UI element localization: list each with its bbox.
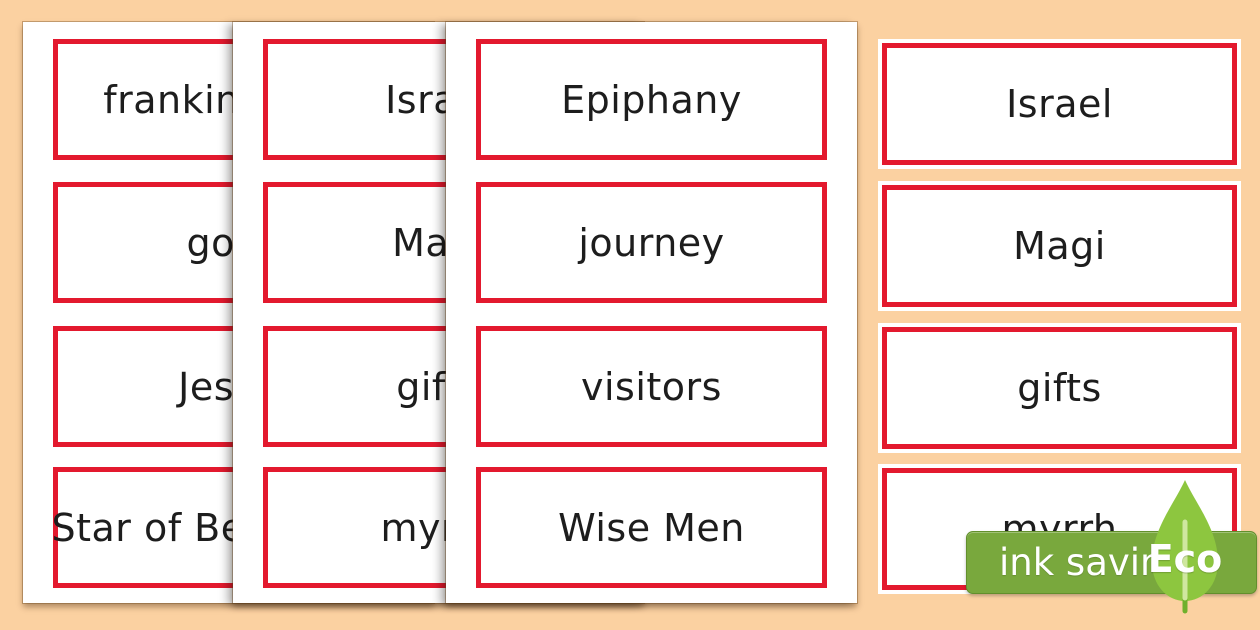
word-label: gifts (1017, 366, 1102, 410)
word-card: journey (476, 182, 827, 303)
loose-word-card: Israel (882, 43, 1237, 165)
word-label: Epiphany (561, 77, 742, 122)
word-card-page-3: Epiphany journey visitors Wise Men (446, 22, 857, 603)
eco-logo-label: Eco (1147, 537, 1223, 581)
word-label: visitors (581, 364, 722, 409)
word-card: visitors (476, 326, 827, 447)
word-label: journey (578, 220, 725, 265)
word-label: Magi (1013, 224, 1106, 268)
loose-word-card: Magi (882, 185, 1237, 307)
word-card: Epiphany (476, 39, 827, 160)
word-card: Wise Men (476, 467, 827, 588)
loose-word-card: gifts (882, 327, 1237, 449)
word-label: Israel (1006, 82, 1113, 126)
word-label: Wise Men (558, 505, 745, 550)
eco-leaf-icon (1152, 480, 1218, 614)
